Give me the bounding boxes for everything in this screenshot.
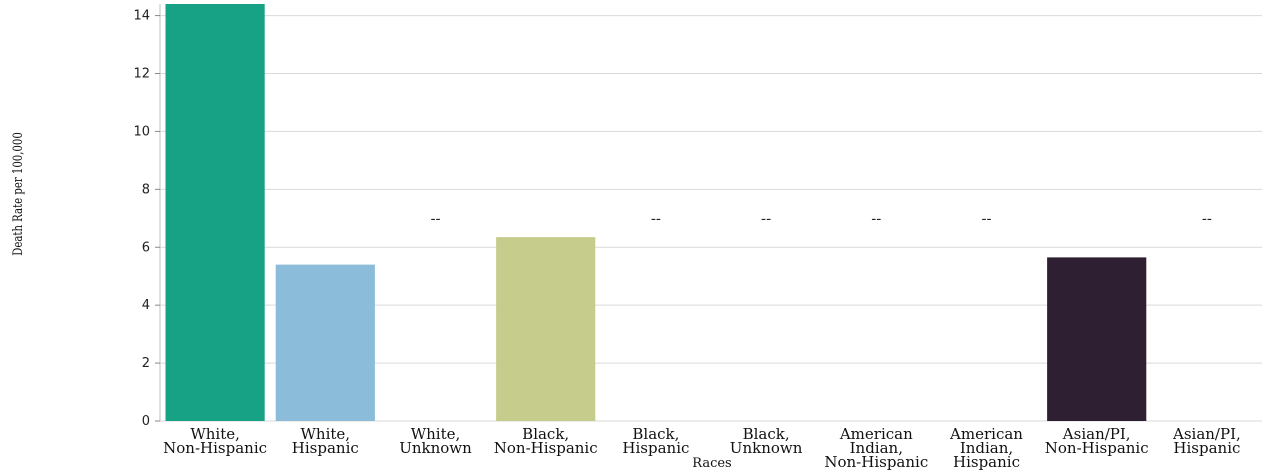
missing-value-label: -- [1202, 211, 1212, 227]
y-tick-label: 10 [133, 124, 150, 139]
x-category-label: White, Hispanic [292, 425, 359, 457]
y-tick-label: 2 [142, 356, 150, 371]
missing-value-labels: -- -- -- -- -- -- [430, 211, 1212, 227]
x-category-label: Asian/PI, Hispanic [1172, 425, 1241, 457]
bar [165, 4, 265, 421]
y-tick-label: 8 [142, 182, 150, 197]
x-axis-title: Races [692, 456, 731, 471]
missing-value-label: -- [761, 211, 771, 227]
x-category-label-line: Non-Hispanic [163, 439, 267, 457]
x-category-label: American Indian, Hispanic [949, 425, 1023, 471]
x-category-label-line: White, [190, 425, 240, 443]
y-tick-label: 0 [142, 414, 150, 429]
x-category-label-line: Non-Hispanic [824, 453, 928, 471]
x-category-label-line: White, [301, 425, 351, 443]
x-category-label-line: Black, [743, 425, 790, 443]
x-category-label-line: Indian, [850, 439, 903, 457]
x-category-label-line: Hispanic [622, 439, 689, 457]
y-tick-label: 14 [133, 9, 150, 24]
x-category-label-line: Unknown [399, 439, 472, 457]
y-axis-ticks: 0 2 4 6 8 10 12 14 [133, 9, 160, 429]
y-axis-title: Death Rate per 100,000 [10, 132, 26, 256]
x-category-label: Black, Non-Hispanic [494, 425, 598, 457]
bar [275, 264, 375, 421]
x-category-label-line: Hispanic [1173, 439, 1240, 457]
x-category-label: White, Unknown [399, 425, 472, 457]
bar [1047, 257, 1147, 421]
x-category-label: Black, Hispanic [622, 425, 689, 457]
x-category-label: Asian/PI, Non-Hispanic [1045, 425, 1149, 457]
x-category-label-line: Non-Hispanic [494, 439, 598, 457]
x-category-label-line: Indian, [960, 439, 1013, 457]
bars [165, 4, 1147, 421]
x-category-label-line: Black, [522, 425, 569, 443]
y-tick-label: 4 [142, 298, 150, 313]
x-category-label-line: American [839, 425, 913, 443]
x-category-label-line: Asian/PI, [1172, 425, 1241, 443]
bar [496, 237, 596, 421]
x-category-label-line: Unknown [730, 439, 803, 457]
x-category-label-line: Asian/PI, [1062, 425, 1131, 443]
x-category-label-line: Non-Hispanic [1045, 439, 1149, 457]
missing-value-label: -- [981, 211, 991, 227]
y-tick-label: 12 [133, 67, 150, 82]
x-category-label: Black, Unknown [730, 425, 803, 457]
y-tick-label: 6 [142, 240, 150, 255]
x-category-label-line: Hispanic [292, 439, 359, 457]
missing-value-label: -- [651, 211, 661, 227]
x-category-label-line: American [949, 425, 1023, 443]
x-category-label-line: Black, [632, 425, 679, 443]
x-category-label-line: White, [411, 425, 461, 443]
missing-value-label: -- [430, 211, 440, 227]
x-category-label: American Indian, Non-Hispanic [824, 425, 928, 471]
missing-value-label: -- [871, 211, 881, 227]
x-category-label: White, Non-Hispanic [163, 425, 267, 457]
x-category-label-line: Hispanic [953, 453, 1020, 471]
